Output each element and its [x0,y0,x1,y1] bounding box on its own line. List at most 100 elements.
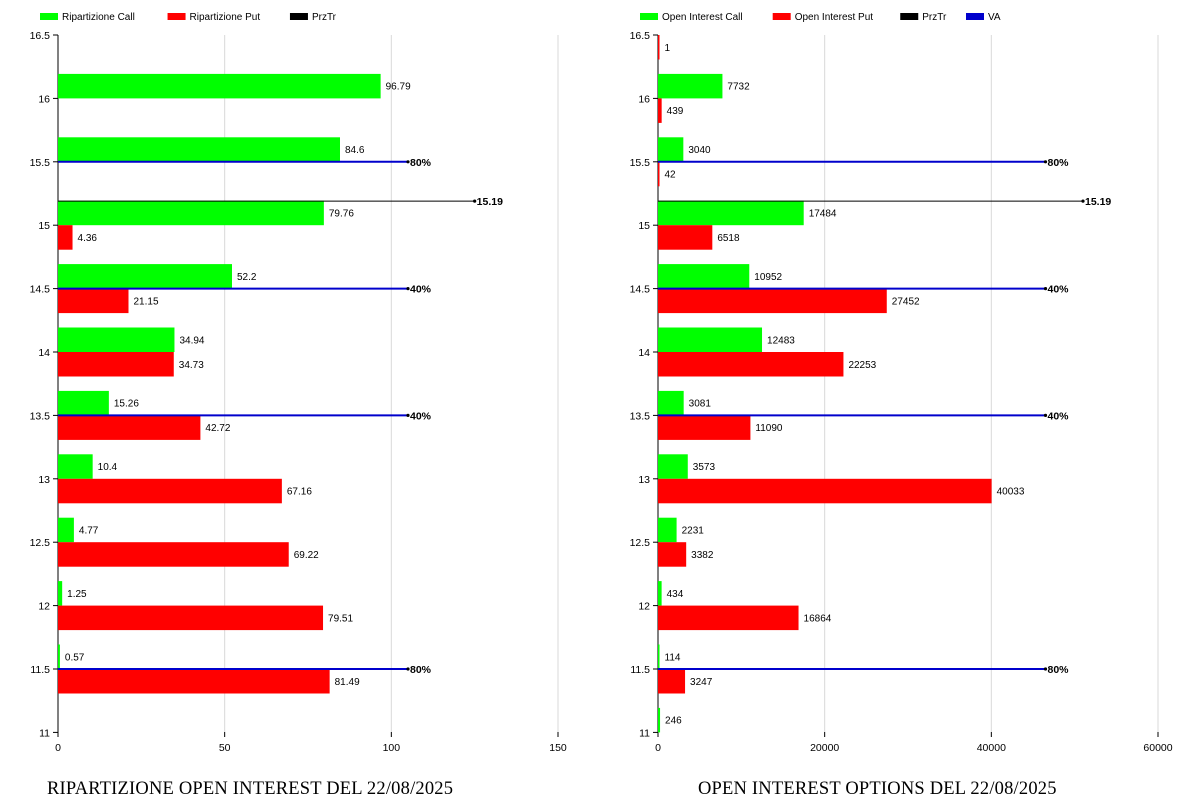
y-tick-label: 14 [638,347,650,359]
put-value-label: 21.15 [134,296,159,307]
call-value-label: 96.79 [386,82,411,93]
y-tick-label: 11.5 [630,664,650,676]
y-tick-label: 14 [38,347,50,359]
va-label: 80% [1048,664,1070,676]
legend-label-ripartizione-put: Ripartizione Put [190,12,261,23]
put-value-label: 16864 [804,613,832,624]
reference-end-dot [1043,413,1048,417]
va-label: 80% [410,157,432,169]
put-value-label: 6518 [717,233,740,244]
put-value-label: 11090 [755,423,783,434]
reference-end-dot [406,667,410,671]
call-value-label: 3573 [693,462,716,473]
put-value-label: 42.72 [205,423,230,434]
legend-swatch-open-interest-put [772,13,791,20]
x-tick-label: 100 [383,742,401,754]
y-tick-label: 14.5 [630,284,651,296]
va-label: 40% [410,410,432,422]
va-label: 40% [1048,284,1070,296]
call-bar [658,73,723,99]
call-bar [58,264,232,289]
y-tick-label: 13.5 [630,410,651,422]
ripartizione-chart: Ripartizione Call Ripartizione Put PrzTr 0 5… [30,12,567,754]
call-value-label: 4.77 [79,525,99,536]
call-value-label: 3040 [688,145,711,156]
put-bar [58,478,282,504]
put-bar [658,288,887,314]
x-tick-label: 40000 [977,742,1006,754]
legend-label-va: VA [988,12,1001,23]
x-tick-label: 60000 [1143,742,1172,754]
call-bar [58,137,340,162]
call-bar [658,707,661,733]
legend-swatch-prztr [289,13,308,20]
put-bar [658,542,687,567]
call-bar [58,644,60,669]
x-tick-label: 0 [55,742,61,754]
przTr-label: 15.19 [1085,196,1111,208]
x-tick-label: 50 [219,742,231,754]
y-tick-label: 16.5 [30,30,51,42]
call-value-label: 15.26 [114,399,139,410]
call-bar [58,200,324,226]
call-value-label: 114 [665,652,681,663]
put-value-label: 3247 [690,677,713,688]
put-value-label: 79.51 [328,613,353,624]
put-value-label: 34.73 [179,360,204,371]
call-value-label: 10.4 [98,462,118,473]
legend-label-open-interest-call: Open Interest Call [662,12,743,23]
call-bar [658,327,763,352]
call-bar [58,390,109,416]
x-tick-label: 0 [655,742,661,754]
call-value-label: 17484 [809,208,837,219]
va-label: 40% [1048,410,1070,422]
y-tick-label: 13 [638,474,650,486]
call-bar [58,73,381,99]
call-value-label: 7732 [727,82,750,93]
legend-swatch-ripartizione-put [167,13,186,20]
va-label: 40% [410,284,432,296]
open-interest-chart: Open Interest Call Open Interest Put PrzTr… [630,12,1173,754]
put-value-label: 4.36 [78,233,98,244]
y-tick-label: 15.5 [630,157,651,169]
call-value-label: 79.76 [329,208,354,219]
y-tick-label: 14.5 [30,284,51,296]
call-value-label: 84.6 [345,145,365,156]
put-bar [58,669,330,694]
put-bar [58,288,129,314]
reference-end-dot [406,160,410,164]
ripartizione-caption: RIPARTIZIONE OPEN INTEREST DEL 22/08/202… [47,779,454,799]
legend-swatch-open-interest-call [640,13,658,20]
y-tick-label: 12.5 [30,537,51,549]
legend-swatch-va [966,13,984,20]
y-tick-label: 16.5 [630,30,651,42]
open-interest-caption: OPEN INTEREST OPTIONS DEL 22/08/2025 [698,779,1057,799]
put-bar [658,98,662,123]
reference-end-dot [1081,199,1085,203]
put-bar [58,542,289,567]
put-bar [58,225,73,250]
put-bar [658,225,713,250]
y-tick-label: 12.5 [630,537,651,549]
put-value-label: 1 [665,43,671,54]
put-value-label: 42 [665,170,677,181]
put-value-label: 439 [667,106,684,117]
put-bar [658,161,660,187]
put-value-label: 3382 [691,550,714,561]
call-value-label: 1.25 [67,589,87,600]
call-bar [658,517,677,543]
x-tick-label: 150 [549,742,567,754]
call-value-label: 0.57 [65,652,85,663]
put-value-label: 67.16 [287,487,312,498]
y-tick-label: 15 [38,220,50,232]
call-bar [58,581,63,606]
call-value-label: 434 [667,589,684,600]
y-tick-label: 15.5 [30,157,51,169]
put-bar [58,415,201,440]
call-value-label: 34.94 [179,335,204,346]
y-tick-label: 11 [639,727,650,739]
y-tick-label: 13.5 [30,410,51,422]
put-value-label: 69.22 [294,550,319,561]
legend-label-prztr: PrzTr [312,12,337,23]
reference-end-dot [1043,667,1048,671]
